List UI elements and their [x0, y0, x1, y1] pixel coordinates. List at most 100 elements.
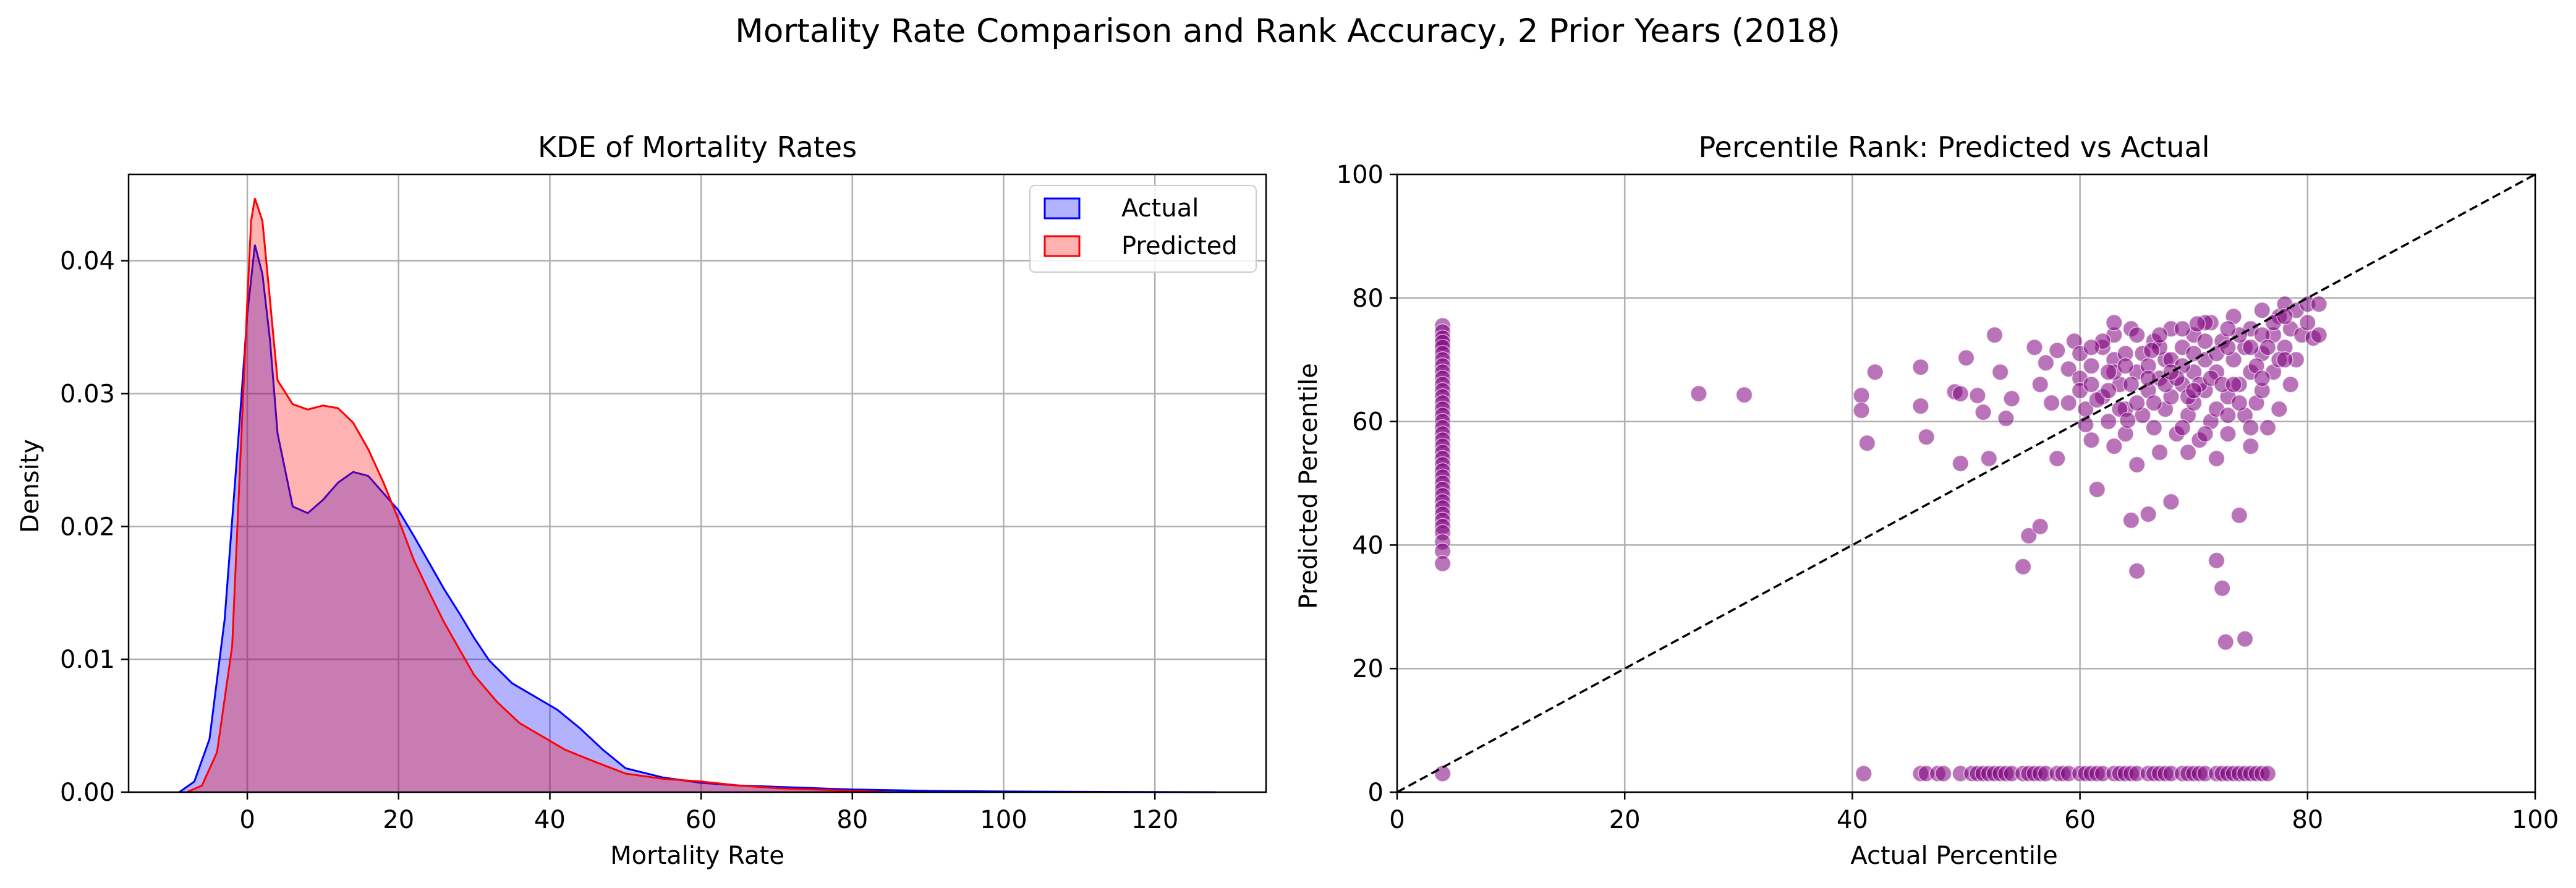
rank-point — [2043, 394, 2060, 412]
rank-point — [2099, 412, 2117, 430]
rank-point — [2122, 375, 2140, 393]
rank-point — [2106, 314, 2123, 331]
rank-point — [2128, 562, 2146, 580]
rank-point — [2259, 419, 2277, 437]
legend-label-predicted: Predicted — [1121, 232, 1238, 260]
rank-point — [2230, 506, 2248, 524]
rank-point — [2099, 382, 2117, 399]
legend-frame — [1029, 185, 1257, 273]
rank-point — [2271, 400, 2288, 418]
rank-point — [2259, 338, 2277, 356]
rank-point — [2185, 382, 2203, 399]
rank-point — [2143, 341, 2161, 359]
rank-point — [2031, 518, 2049, 536]
rank-xtick-label: 40 — [1837, 806, 1868, 834]
rank-point — [2208, 552, 2225, 570]
rank-point — [1952, 385, 1970, 403]
rank-point — [2196, 332, 2214, 350]
figure-suptitle: Mortality Rate Comparison and Rank Accur… — [735, 12, 1840, 50]
rank-point — [2003, 390, 2020, 408]
rank-point — [2049, 341, 2066, 359]
rank-points — [1434, 296, 2327, 782]
rank-point — [2242, 338, 2259, 356]
rank-point — [2219, 406, 2237, 424]
rank-ytick-label: 80 — [1352, 284, 1384, 313]
rank-point — [1912, 358, 1929, 376]
rank-point — [2253, 302, 2271, 319]
rank-point — [2099, 363, 2117, 381]
rank-point — [2020, 527, 2038, 545]
rank-point — [2117, 357, 2134, 375]
kde-ytick-label: 0.04 — [60, 247, 115, 276]
rank-point — [2225, 375, 2242, 393]
rank-xtick-label: 80 — [2292, 806, 2323, 834]
kde-xlabel: Mortality Rate — [610, 842, 784, 870]
rank-point — [1434, 555, 1452, 573]
rank-point — [2083, 357, 2100, 375]
rank-point — [2049, 450, 2066, 467]
rank-point — [2145, 419, 2163, 437]
rank-point — [2083, 375, 2100, 393]
rank-ylabel: Predicted Percentile — [1294, 363, 1323, 609]
rank-point — [2242, 437, 2259, 455]
rank-xtick-label: 20 — [1609, 806, 1641, 834]
kde-ticks: 0 20 40 60 80 100 120 0.00 0.01 0.02 0.03 0.04 — [60, 247, 1178, 834]
rank-point — [2310, 296, 2327, 313]
rank-point — [1912, 397, 1929, 415]
rank-point — [2185, 344, 2203, 362]
rank-point — [2299, 314, 2316, 331]
rank-point — [2162, 363, 2180, 381]
rank-point — [2037, 354, 2055, 372]
rank-point — [2119, 411, 2136, 429]
rank-point — [2174, 419, 2191, 437]
rank-point — [2208, 450, 2225, 467]
rank-point — [2083, 338, 2100, 356]
kde-area-predicted — [187, 198, 891, 792]
rank-point — [1853, 401, 1870, 419]
kde-panel: KDE of Mortality Rates Mortality Rate De… — [16, 130, 1267, 870]
rank-point — [1866, 363, 1884, 381]
rank-point — [1853, 386, 1870, 404]
rank-xlabel: Actual Percentile — [1850, 842, 2057, 870]
rank-point — [2026, 338, 2043, 356]
rank-point — [2088, 480, 2106, 498]
rank-point — [1957, 349, 1975, 367]
rank-panel: Percentile Rank: Predicted vs Actual Act… — [1294, 130, 2559, 870]
rank-ytick-label: 40 — [1352, 531, 1384, 560]
rank-ticks: 0 20 40 60 80 100 0 20 40 60 80 100 — [1337, 161, 2559, 834]
rank-point — [2236, 630, 2254, 647]
rank-point — [2196, 425, 2214, 443]
rank-point — [2122, 511, 2140, 529]
rank-point — [2128, 326, 2146, 344]
rank-ytick-label: 20 — [1352, 655, 1384, 683]
rank-point — [2088, 391, 2106, 409]
kde-ytick-label: 0.01 — [60, 646, 115, 674]
rank-point — [2162, 493, 2180, 511]
rank-xtick-label: 100 — [2512, 806, 2559, 834]
rank-point — [1934, 765, 1952, 782]
legend-swatch-predicted — [1044, 235, 1081, 257]
kde-title: KDE of Mortality Rates — [538, 130, 857, 164]
kde-ylabel: Density — [16, 439, 45, 533]
kde-ytick-label: 0.02 — [60, 513, 115, 541]
rank-point — [2083, 431, 2100, 449]
rank-point — [1975, 403, 1992, 421]
rank-point — [1690, 385, 1707, 403]
rank-point — [1735, 386, 1753, 404]
rank-point — [1858, 434, 1876, 452]
rank-point — [2213, 579, 2231, 597]
rank-point — [2219, 338, 2237, 356]
kde-axes-frame — [127, 173, 1267, 793]
rank-xtick-label: 0 — [1389, 806, 1405, 834]
kde-legend: Actual Predicted — [1029, 185, 1257, 273]
kde-xtick-label: 80 — [836, 806, 868, 834]
rank-point — [2179, 443, 2197, 461]
rank-point — [1855, 765, 1872, 782]
rank-point — [1918, 428, 1935, 446]
rank-point — [1952, 455, 1970, 472]
rank-point — [2060, 360, 2077, 378]
rank-point — [2230, 394, 2248, 412]
kde-xtick-label: 60 — [686, 806, 717, 834]
rank-point — [2145, 394, 2163, 412]
